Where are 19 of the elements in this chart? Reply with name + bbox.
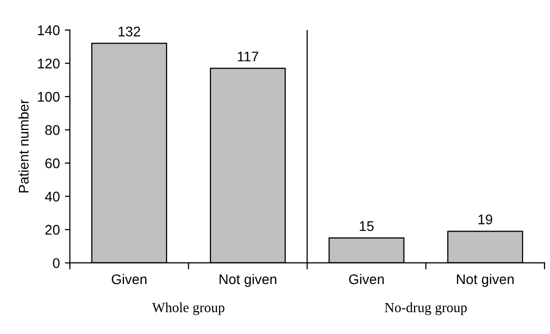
y-tick-label: 40 (45, 192, 60, 202)
y-tick-label: 120 (38, 58, 60, 68)
data-label: 15 (360, 221, 374, 232)
y-tick-label: 60 (45, 158, 60, 168)
x-tick-label: Given (112, 274, 146, 284)
y-tick-label: 100 (38, 92, 60, 102)
x-tick-label: Not given (220, 274, 276, 287)
y-axis-title: Patient number (18, 100, 29, 192)
x-tick-label: Given (349, 274, 384, 284)
y-tick-label: 80 (45, 125, 60, 135)
data-label: 132 (118, 26, 140, 36)
y-tick-label: 20 (45, 224, 60, 235)
text: No-drug group (384, 302, 467, 316)
data-label: 117 (238, 52, 258, 62)
text: Whole group (152, 302, 224, 316)
x-tick-label: Not given (456, 274, 514, 287)
data-label: 19 (478, 214, 492, 224)
y-tick-label: 0 (52, 258, 60, 268)
y-tick-label: 140 (38, 25, 60, 36)
